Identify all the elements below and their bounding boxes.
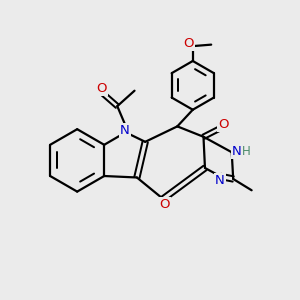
Text: N: N xyxy=(232,145,242,158)
Text: O: O xyxy=(96,82,107,95)
Text: O: O xyxy=(183,37,194,50)
Text: N: N xyxy=(215,174,225,188)
Text: O: O xyxy=(159,198,170,211)
Text: H: H xyxy=(242,145,251,158)
Text: O: O xyxy=(218,118,229,131)
Text: N: N xyxy=(120,124,130,137)
